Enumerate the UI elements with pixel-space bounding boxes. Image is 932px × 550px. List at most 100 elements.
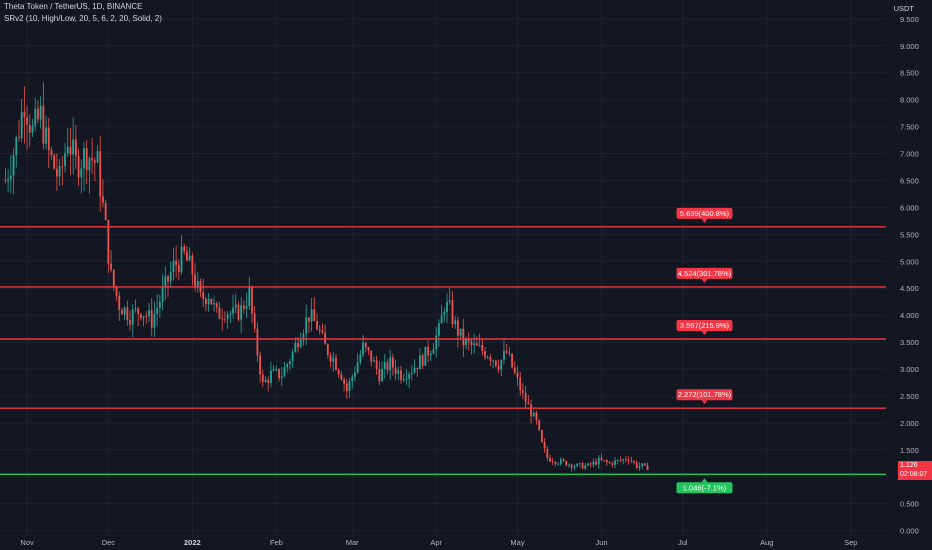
candle-body xyxy=(348,381,351,392)
candle-body xyxy=(245,306,248,309)
price-tick-label: 4.000 xyxy=(900,311,919,320)
indicator-legend[interactable]: SRv2 (10, High/Low, 20, 5, 6, 2, 20, Sol… xyxy=(4,14,162,23)
candle-body xyxy=(546,448,549,459)
candle-body xyxy=(557,463,560,465)
price-tick-label: 5.500 xyxy=(900,230,919,239)
time-axis[interactable]: Nov Dec 2022 Feb Mar Apr May Jun Jul Aug Sep xyxy=(20,538,857,547)
candle-body xyxy=(373,360,375,362)
candle-body xyxy=(400,370,402,381)
candle-body xyxy=(505,351,508,353)
candle-body xyxy=(570,464,573,468)
candle-body xyxy=(215,303,218,308)
price-tick-label: 9.500 xyxy=(900,15,919,24)
candle-body xyxy=(134,308,137,310)
candle-body xyxy=(573,466,576,468)
candle-body xyxy=(611,462,614,465)
candle-body xyxy=(66,146,69,154)
sr-levels: 5.639(400.8%) 4.524(301.78%) 3.557(215.9%)… xyxy=(0,207,886,494)
candle-body xyxy=(421,355,424,366)
candle-body xyxy=(39,105,42,120)
candle-body xyxy=(15,137,18,156)
symbol-title: Theta Token / TetherUS, 1D, BINANCE xyxy=(4,2,143,11)
candle-body xyxy=(540,429,543,443)
price-tick-label: 2.500 xyxy=(900,392,919,401)
candle-body xyxy=(524,392,527,403)
candle-body xyxy=(318,329,321,331)
candle-body xyxy=(603,460,606,461)
candle-body xyxy=(467,339,470,342)
candle-body xyxy=(72,139,75,155)
candle-body xyxy=(568,464,570,466)
price-tick-label: 6.500 xyxy=(900,176,919,185)
candle-body xyxy=(321,330,324,333)
candle-body xyxy=(641,463,644,467)
level-label: 2.272(101.78%) xyxy=(678,390,732,399)
price-tick-label: 8.000 xyxy=(900,96,919,105)
price-tick-label: 1.500 xyxy=(900,446,919,455)
candle-body xyxy=(446,301,448,312)
price-tick-label: 2.000 xyxy=(900,419,919,428)
price-tick-label: 3.500 xyxy=(900,338,919,347)
candle-body xyxy=(370,350,373,362)
candle-body xyxy=(26,117,28,125)
candle-body xyxy=(31,125,34,133)
candle-body xyxy=(608,462,611,463)
candle-body xyxy=(578,463,581,465)
candle-body xyxy=(513,367,516,373)
candle-body xyxy=(289,361,291,365)
level-label: 3.557(215.9%) xyxy=(680,321,730,330)
candle-body xyxy=(646,465,649,470)
candle-body xyxy=(616,460,619,461)
candle-body xyxy=(614,460,616,465)
candle-body xyxy=(153,313,156,328)
candlestick-series xyxy=(4,82,649,472)
candle-body xyxy=(286,364,289,368)
candle-body xyxy=(177,265,180,273)
price-tick-label: 0.000 xyxy=(900,527,919,536)
candle-body xyxy=(20,111,23,138)
candle-body xyxy=(248,287,251,307)
candle-body xyxy=(210,298,213,305)
candle-body xyxy=(405,378,408,380)
price-tick-label: 7.000 xyxy=(900,150,919,159)
candle-body xyxy=(402,378,405,381)
candle-body xyxy=(624,459,627,461)
candle-body xyxy=(58,166,61,177)
candle-body xyxy=(64,153,66,167)
candle-body xyxy=(280,376,283,378)
candle-body xyxy=(367,347,370,351)
price-tick-label: 4.500 xyxy=(900,284,919,293)
candle-body xyxy=(313,309,316,322)
candle-body xyxy=(202,292,205,299)
candle-body xyxy=(150,310,153,328)
support-level-badge xyxy=(676,482,733,494)
candle-body xyxy=(229,313,232,315)
price-tick-label: 5.000 xyxy=(900,257,919,266)
candle-body xyxy=(74,139,77,157)
candle-body xyxy=(55,168,58,177)
price-axis[interactable]: 0.0000.5001.0001.5002.0002.5003.0003.500… xyxy=(900,15,919,536)
candle-body xyxy=(589,463,592,465)
candle-body xyxy=(394,367,397,374)
candle-body xyxy=(559,459,562,464)
time-tick-label: Apr xyxy=(430,538,442,547)
time-tick-label: Nov xyxy=(20,538,34,547)
candle-body xyxy=(291,351,294,362)
candle-body xyxy=(351,376,354,382)
candle-body xyxy=(294,342,297,352)
candle-body xyxy=(427,346,429,356)
candle-body xyxy=(83,148,85,169)
time-tick-label: Jun xyxy=(595,538,607,547)
candle-body xyxy=(554,462,557,464)
candle-body xyxy=(4,180,7,182)
candle-body xyxy=(454,320,457,325)
candle-body xyxy=(180,246,183,273)
candle-body xyxy=(223,318,226,320)
candle-body xyxy=(600,457,603,461)
candle-body xyxy=(207,298,210,305)
candle-body xyxy=(527,402,530,405)
candle-body xyxy=(451,300,454,325)
candle-body xyxy=(410,372,413,374)
candle-body xyxy=(584,465,587,469)
